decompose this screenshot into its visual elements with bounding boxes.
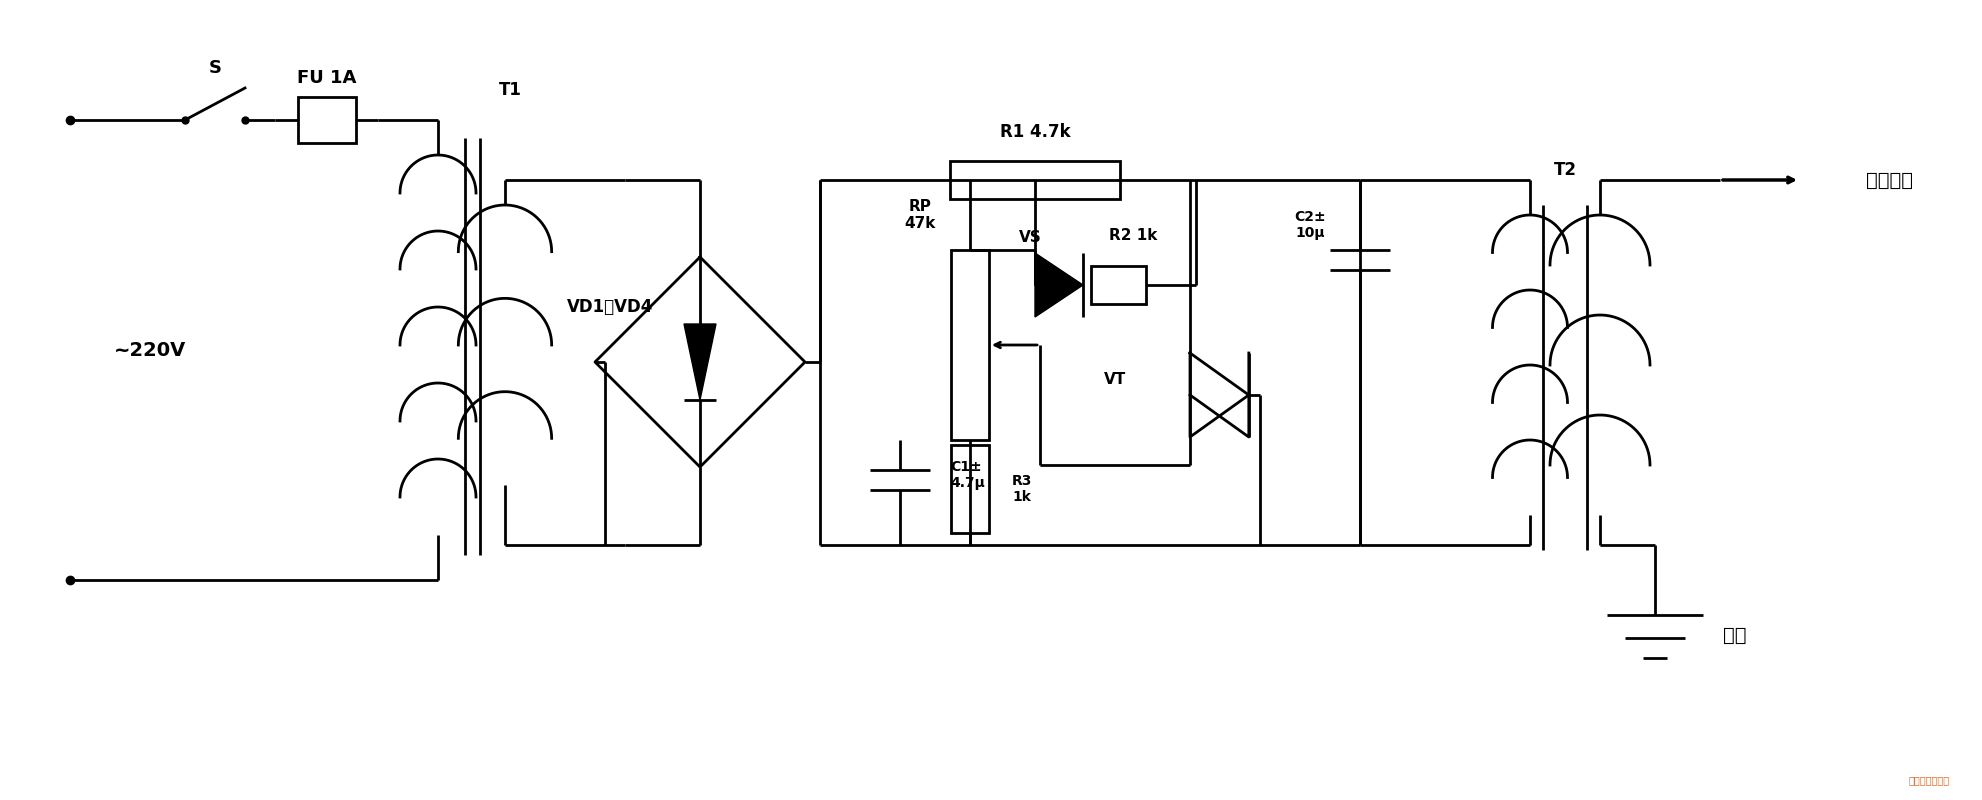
Text: 接地: 接地 bbox=[1722, 626, 1746, 645]
Bar bbox=[1090, 266, 1146, 304]
Text: R1 4.7k: R1 4.7k bbox=[999, 123, 1070, 141]
Polygon shape bbox=[1035, 253, 1082, 317]
Text: VT: VT bbox=[1104, 373, 1126, 387]
Text: VS: VS bbox=[1019, 230, 1041, 246]
Bar bbox=[951, 445, 989, 533]
Bar bbox=[951, 250, 989, 440]
Polygon shape bbox=[684, 324, 716, 400]
Text: T2: T2 bbox=[1554, 161, 1576, 179]
Text: 维库电子市场网: 维库电子市场网 bbox=[1909, 775, 1950, 785]
Text: T1: T1 bbox=[499, 81, 521, 99]
Text: 接电围栏: 接电围栏 bbox=[1867, 170, 1913, 190]
Text: R3
1k: R3 1k bbox=[1013, 474, 1033, 504]
Text: S: S bbox=[208, 59, 222, 77]
Text: FU 1A: FU 1A bbox=[297, 69, 357, 87]
Text: RP
47k: RP 47k bbox=[904, 198, 936, 231]
Text: ~220V: ~220V bbox=[113, 341, 186, 359]
Text: C2±
10μ: C2± 10μ bbox=[1294, 210, 1326, 240]
Text: R2 1k: R2 1k bbox=[1110, 227, 1157, 242]
Bar bbox=[297, 97, 357, 143]
Polygon shape bbox=[1189, 353, 1249, 437]
Text: C1±
4.7μ: C1± 4.7μ bbox=[949, 460, 985, 490]
Text: VD1～VD4: VD1～VD4 bbox=[567, 298, 654, 316]
Bar bbox=[949, 161, 1120, 199]
